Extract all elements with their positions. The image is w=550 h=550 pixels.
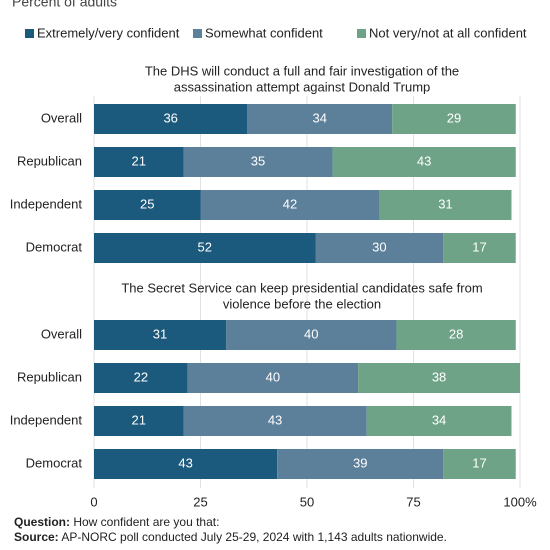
bar-segment <box>94 320 227 350</box>
bar-segment <box>332 147 516 177</box>
data-label: 34 <box>432 412 446 427</box>
data-label: 29 <box>447 110 461 125</box>
source-label: Source: <box>14 530 59 544</box>
panel-title: violence before the election <box>223 296 381 311</box>
data-label: 35 <box>251 153 265 168</box>
data-label: 25 <box>140 196 154 211</box>
bar-segment <box>94 363 188 393</box>
question-text: How confident are you that: <box>73 515 219 529</box>
chart-subtitle: Percent of adults <box>12 0 117 10</box>
data-label: 34 <box>313 110 327 125</box>
bar-segment <box>443 233 516 263</box>
bar-segment <box>94 233 316 263</box>
legend-swatch <box>193 29 202 38</box>
question-label: Question: <box>14 515 70 529</box>
category-label: Democrat <box>26 239 83 254</box>
bar-segment <box>94 449 278 479</box>
x-tick-label: 100% <box>503 494 537 509</box>
category-label: Republican <box>17 153 82 168</box>
bar-segment <box>94 147 184 177</box>
legend-label: Not very/not at all confident <box>369 25 527 40</box>
bar-segment <box>366 406 512 436</box>
data-label: 28 <box>449 326 463 341</box>
bar-segment <box>379 190 512 220</box>
legend-label: Extremely/very confident <box>37 25 180 40</box>
source-note: Source: AP-NORC poll conducted July 25-2… <box>14 530 447 544</box>
data-label: 42 <box>283 196 297 211</box>
data-label: 36 <box>163 110 177 125</box>
data-label: 43 <box>268 412 282 427</box>
bar-segment <box>94 406 184 436</box>
category-label: Overall <box>41 110 82 125</box>
question-note: Question: How confident are you that: <box>14 515 219 529</box>
data-label: 52 <box>198 239 212 254</box>
bar-segment <box>247 104 393 134</box>
data-label: 22 <box>134 369 148 384</box>
data-label: 40 <box>266 369 280 384</box>
source-text: AP-NORC poll conducted July 25-29, 2024 … <box>61 530 447 544</box>
data-label: 21 <box>131 153 145 168</box>
legend-swatch <box>25 29 34 38</box>
data-label: 31 <box>153 326 167 341</box>
bar-segment <box>183 147 333 177</box>
bar-segment <box>94 190 201 220</box>
bar-segment <box>226 320 397 350</box>
bar-segment <box>183 406 367 436</box>
bar-segment <box>94 104 248 134</box>
category-label: Republican <box>17 369 82 384</box>
bar-segment <box>187 363 359 393</box>
bar-segment <box>277 449 444 479</box>
category-label: Independent <box>10 412 83 427</box>
data-label: 31 <box>438 196 452 211</box>
category-label: Independent <box>10 196 83 211</box>
bar-segment <box>443 449 516 479</box>
panel-title: The Secret Service can keep presidential… <box>121 280 482 295</box>
data-label: 43 <box>417 153 431 168</box>
data-label: 21 <box>131 412 145 427</box>
legend-label: Somewhat confident <box>205 25 323 40</box>
x-tick-label: 75 <box>406 494 420 509</box>
data-label: 17 <box>472 455 486 470</box>
category-label: Democrat <box>26 455 83 470</box>
bar-segment <box>358 363 520 393</box>
x-tick-label: 0 <box>90 494 97 509</box>
bar-segment <box>200 190 380 220</box>
data-label: 39 <box>353 455 367 470</box>
data-label: 30 <box>372 239 386 254</box>
data-label: 17 <box>472 239 486 254</box>
category-label: Overall <box>41 326 82 341</box>
data-label: 40 <box>304 326 318 341</box>
data-label: 38 <box>432 369 446 384</box>
x-tick-label: 25 <box>193 494 207 509</box>
x-tick-label: 50 <box>300 494 314 509</box>
panel-title: assassination attempt against Donald Tru… <box>174 79 431 94</box>
data-label: 43 <box>178 455 192 470</box>
legend-swatch <box>357 29 366 38</box>
bar-segment <box>396 320 516 350</box>
panel-title: The DHS will conduct a full and fair inv… <box>145 63 459 78</box>
bar-segment <box>315 233 444 263</box>
bar-segment <box>392 104 516 134</box>
